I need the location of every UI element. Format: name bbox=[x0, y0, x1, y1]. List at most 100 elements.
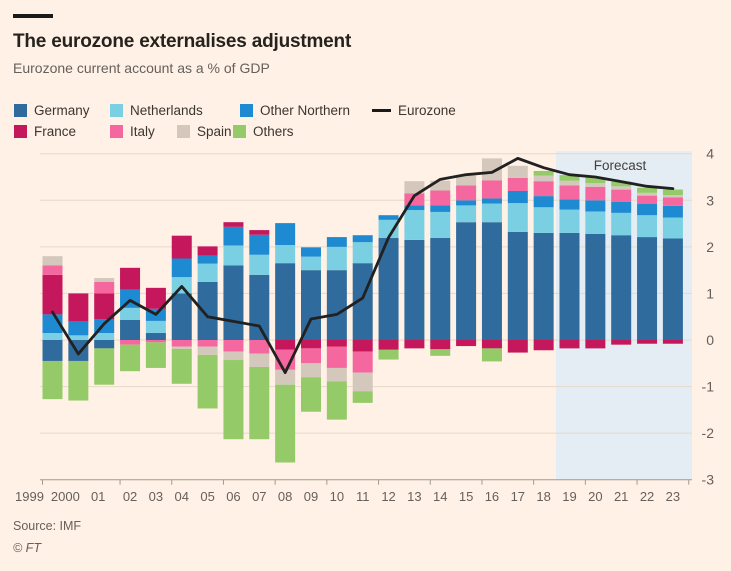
bar-segment-18-spain bbox=[533, 175, 554, 182]
bar-segment-18-france bbox=[533, 340, 554, 351]
bar-segment-1999-netherlands bbox=[42, 333, 63, 340]
x-axis-labels: 1999 2000 01 02 03 04 05 06 07 08 09 10 11 12 13 14 15 16… bbox=[15, 489, 680, 504]
x-tick-label: 2000 bbox=[51, 489, 80, 504]
bar-segment-02-italy bbox=[120, 340, 141, 345]
bar-segment-04-other-northern bbox=[171, 258, 192, 278]
bar-segment-21-other-northern bbox=[611, 201, 632, 213]
stacked-bars bbox=[42, 158, 683, 463]
x-tick-label: 02 bbox=[123, 489, 137, 504]
legend-label: Other Northern bbox=[260, 102, 351, 118]
bar-segment-12-germany bbox=[378, 238, 399, 340]
bar-segment-10-other-northern bbox=[326, 237, 347, 247]
chart-subtitle: Eurozone current account as a % of GDP bbox=[13, 60, 270, 76]
chart-title: The eurozone externalises adjustment bbox=[13, 31, 352, 52]
bar-segment-17-spain bbox=[507, 165, 528, 178]
bar-segment-15-other-northern bbox=[456, 200, 477, 206]
source-line: Source: IMF bbox=[13, 519, 82, 533]
bar-segment-05-italy bbox=[197, 340, 218, 347]
bar-segment-23-others bbox=[662, 189, 683, 196]
bar-segment-08-germany bbox=[275, 263, 296, 340]
legend-item-germany: Germany bbox=[14, 103, 90, 118]
x-tick-label: 09 bbox=[304, 489, 318, 504]
bar-segment-14-others bbox=[430, 349, 451, 356]
legend-swatch-icon bbox=[110, 103, 123, 117]
bar-segment-21-italy bbox=[611, 189, 632, 202]
bar-segment-20-others bbox=[585, 177, 606, 184]
bar-segment-2000-others bbox=[68, 360, 89, 401]
x-tick-label: 05 bbox=[200, 489, 214, 504]
bar-segment-09-others bbox=[301, 377, 321, 412]
bar-segment-20-france bbox=[585, 340, 606, 349]
bar-segment-01-france bbox=[94, 293, 115, 320]
y-tick-label: 2 bbox=[706, 239, 714, 255]
bar-segment-01-netherlands bbox=[94, 333, 115, 340]
bar-segment-2000-netherlands bbox=[68, 335, 89, 340]
legend-label: France bbox=[34, 123, 77, 139]
bar-segment-11-other-northern bbox=[352, 235, 373, 243]
x-tick-label: 04 bbox=[175, 489, 189, 504]
bar-segment-15-france bbox=[456, 340, 477, 347]
bar-segment-01-spain bbox=[94, 278, 115, 282]
bar-segment-02-france bbox=[120, 267, 141, 290]
bar-segment-19-spain bbox=[559, 180, 580, 186]
bar-segment-1999-italy bbox=[42, 265, 63, 275]
bar-segment-22-france bbox=[637, 340, 658, 344]
legend-line-swatch-icon bbox=[372, 108, 391, 112]
eurozone-line bbox=[51, 156, 675, 374]
bar-segment-08-france bbox=[275, 340, 296, 350]
bar-segment-1999-france bbox=[42, 274, 63, 315]
bar-segment-16-others bbox=[481, 348, 502, 362]
bar-segment-18-others bbox=[533, 170, 554, 176]
legend-item-spain: Spain bbox=[177, 124, 232, 139]
bar-segment-09-other-northern bbox=[301, 247, 321, 257]
bar-segment-21-germany bbox=[611, 235, 632, 340]
bar-segment-19-italy bbox=[559, 185, 580, 200]
bar-segment-06-germany bbox=[223, 265, 244, 340]
bar-segment-23-italy bbox=[662, 197, 683, 206]
y-tick-label: -2 bbox=[702, 425, 715, 441]
bar-segment-13-spain bbox=[404, 181, 425, 194]
bar-segment-22-spain bbox=[637, 192, 658, 196]
bar-segment-1999-spain bbox=[42, 256, 63, 266]
bar-segment-20-spain bbox=[585, 183, 606, 187]
bar-segment-06-spain bbox=[223, 351, 244, 361]
bar-segment-04-germany bbox=[171, 293, 192, 340]
bar-segment-07-other-northern bbox=[249, 234, 270, 255]
bar-segment-22-others bbox=[637, 187, 658, 193]
bar-segment-09-netherlands bbox=[301, 256, 321, 271]
bar-segment-16-germany bbox=[481, 222, 502, 340]
bar-segment-2000-other-northern bbox=[68, 321, 89, 336]
bar-segment-05-france bbox=[197, 246, 218, 256]
bar-segment-23-other-northern bbox=[662, 205, 683, 218]
bar-segment-10-spain bbox=[326, 367, 347, 382]
bar-segment-03-others bbox=[145, 342, 166, 368]
x-tick-label: 21 bbox=[614, 489, 628, 504]
bar-segment-18-germany bbox=[533, 232, 554, 340]
x-tick-label: 06 bbox=[226, 489, 240, 504]
bar-segment-07-germany bbox=[249, 274, 270, 340]
bar-segment-21-others bbox=[611, 181, 632, 187]
bar-segment-04-others bbox=[171, 348, 192, 384]
bar-segment-23-france bbox=[662, 340, 683, 344]
bar-segment-14-spain bbox=[430, 180, 451, 191]
bar-segment-06-france bbox=[223, 222, 244, 227]
x-tick-label: 12 bbox=[381, 489, 395, 504]
bar-segment-18-italy bbox=[533, 181, 554, 197]
bar-segment-17-other-northern bbox=[507, 190, 528, 204]
bar-segment-19-other-northern bbox=[559, 199, 580, 210]
bar-segment-05-netherlands bbox=[197, 263, 218, 282]
bar-segment-12-netherlands bbox=[378, 219, 399, 239]
bar-segment-20-netherlands bbox=[585, 211, 606, 234]
bar-segment-19-netherlands bbox=[559, 209, 580, 233]
y-tick-label: 0 bbox=[706, 332, 714, 348]
bar-segment-03-italy bbox=[145, 340, 166, 343]
bar-segment-15-netherlands bbox=[456, 205, 477, 223]
bar-segment-02-others bbox=[120, 344, 141, 372]
bar-segment-11-france bbox=[352, 340, 373, 352]
bar-segment-10-italy bbox=[326, 346, 347, 368]
bar-segment-07-others bbox=[249, 367, 270, 440]
x-tick-label: 17 bbox=[511, 489, 525, 504]
legend-label: Eurozone bbox=[398, 102, 456, 118]
